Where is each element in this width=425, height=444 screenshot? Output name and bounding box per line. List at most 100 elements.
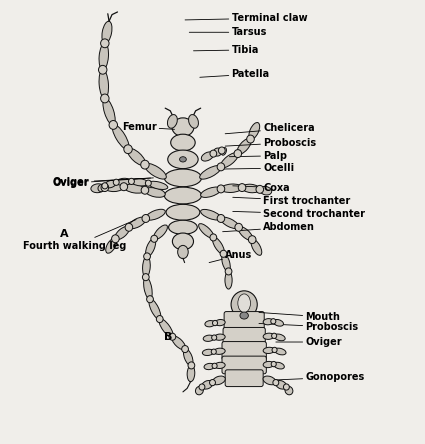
Ellipse shape: [272, 333, 277, 338]
Ellipse shape: [105, 183, 124, 191]
Ellipse shape: [214, 348, 225, 354]
Ellipse shape: [164, 169, 201, 187]
Ellipse shape: [238, 184, 246, 191]
Ellipse shape: [113, 179, 119, 186]
FancyBboxPatch shape: [224, 312, 264, 333]
Ellipse shape: [263, 347, 275, 353]
Ellipse shape: [164, 187, 201, 204]
Ellipse shape: [215, 362, 225, 369]
Text: Coxa: Coxa: [233, 182, 290, 193]
Ellipse shape: [145, 187, 165, 197]
Ellipse shape: [128, 178, 134, 185]
Ellipse shape: [263, 376, 276, 385]
Ellipse shape: [210, 234, 217, 241]
Ellipse shape: [210, 150, 217, 157]
Ellipse shape: [187, 365, 195, 382]
Ellipse shape: [172, 336, 186, 350]
Text: Mouth: Mouth: [259, 312, 340, 322]
Ellipse shape: [238, 294, 250, 313]
Ellipse shape: [172, 118, 194, 136]
Ellipse shape: [221, 184, 242, 193]
Ellipse shape: [249, 123, 260, 139]
Ellipse shape: [116, 178, 131, 186]
Ellipse shape: [98, 184, 105, 192]
Ellipse shape: [273, 320, 283, 326]
Ellipse shape: [212, 321, 218, 326]
Ellipse shape: [246, 135, 254, 143]
Ellipse shape: [235, 223, 243, 231]
Ellipse shape: [159, 319, 173, 337]
Ellipse shape: [283, 384, 289, 390]
Ellipse shape: [142, 257, 150, 277]
Ellipse shape: [274, 362, 284, 369]
Ellipse shape: [273, 380, 279, 386]
Ellipse shape: [145, 180, 151, 186]
Ellipse shape: [188, 362, 195, 369]
Ellipse shape: [240, 312, 248, 319]
Ellipse shape: [238, 226, 252, 240]
Text: Fourth walking leg: Fourth walking leg: [23, 220, 136, 251]
Ellipse shape: [115, 226, 129, 240]
Ellipse shape: [263, 333, 274, 339]
Ellipse shape: [166, 204, 200, 220]
Ellipse shape: [215, 320, 225, 326]
Ellipse shape: [128, 148, 145, 166]
Ellipse shape: [221, 153, 238, 168]
Ellipse shape: [285, 386, 293, 395]
Ellipse shape: [220, 250, 227, 257]
Ellipse shape: [169, 220, 197, 234]
Ellipse shape: [141, 186, 149, 194]
Ellipse shape: [222, 254, 230, 271]
Ellipse shape: [156, 316, 163, 323]
Ellipse shape: [271, 319, 276, 324]
Ellipse shape: [263, 319, 273, 325]
Ellipse shape: [99, 70, 108, 99]
Ellipse shape: [124, 184, 145, 193]
Ellipse shape: [181, 345, 188, 353]
Text: Oviger: Oviger: [52, 177, 150, 187]
Ellipse shape: [201, 152, 213, 161]
Ellipse shape: [129, 217, 146, 229]
Ellipse shape: [167, 115, 177, 128]
Ellipse shape: [180, 157, 186, 162]
Text: Palp: Palp: [230, 151, 287, 161]
FancyBboxPatch shape: [222, 356, 266, 374]
Ellipse shape: [275, 348, 286, 355]
Text: A: A: [60, 230, 68, 239]
Ellipse shape: [99, 44, 108, 70]
Ellipse shape: [189, 115, 198, 128]
Ellipse shape: [221, 217, 239, 229]
Ellipse shape: [142, 214, 150, 222]
Ellipse shape: [201, 210, 221, 220]
Ellipse shape: [146, 209, 165, 220]
Ellipse shape: [112, 125, 129, 150]
Ellipse shape: [178, 246, 188, 258]
Ellipse shape: [184, 349, 193, 365]
Ellipse shape: [151, 235, 158, 242]
Ellipse shape: [105, 180, 116, 188]
Ellipse shape: [274, 334, 285, 341]
Text: Tarsus: Tarsus: [189, 27, 267, 37]
Ellipse shape: [212, 237, 224, 254]
Ellipse shape: [144, 277, 152, 299]
Ellipse shape: [248, 236, 256, 244]
Ellipse shape: [101, 94, 109, 103]
Ellipse shape: [202, 381, 212, 389]
Ellipse shape: [251, 239, 262, 255]
Ellipse shape: [200, 166, 221, 179]
Ellipse shape: [91, 184, 105, 193]
Ellipse shape: [142, 274, 149, 281]
Ellipse shape: [101, 184, 109, 191]
Ellipse shape: [131, 178, 148, 186]
Ellipse shape: [141, 160, 149, 169]
Ellipse shape: [212, 363, 217, 369]
Ellipse shape: [212, 335, 217, 340]
Text: Patella: Patella: [200, 69, 269, 79]
Ellipse shape: [109, 120, 117, 129]
Ellipse shape: [217, 163, 225, 171]
Ellipse shape: [231, 291, 257, 318]
Ellipse shape: [218, 147, 225, 154]
Ellipse shape: [210, 380, 215, 386]
Ellipse shape: [201, 187, 221, 198]
Ellipse shape: [198, 224, 214, 238]
